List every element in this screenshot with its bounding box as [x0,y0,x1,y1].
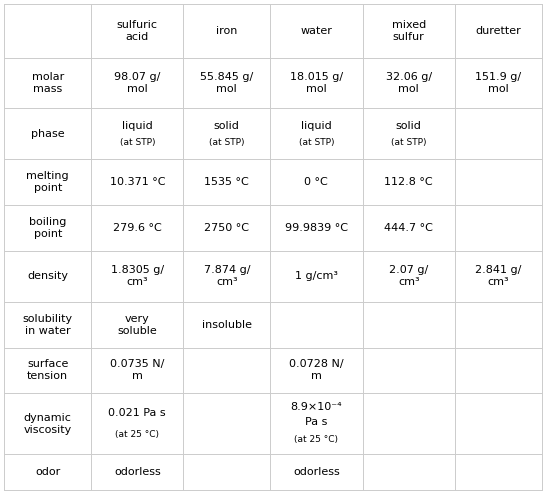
Text: surface
tension: surface tension [27,360,68,381]
Text: 2750 °C: 2750 °C [204,223,250,233]
Text: (at STP): (at STP) [391,138,426,147]
Text: Pa s: Pa s [305,417,328,427]
Text: liquid: liquid [122,121,153,131]
Text: 7.874 g/
cm³: 7.874 g/ cm³ [204,265,250,288]
Text: solubility
in water: solubility in water [23,314,73,335]
Text: 32.06 g/
mol: 32.06 g/ mol [385,72,432,94]
Text: 18.015 g/
mol: 18.015 g/ mol [290,72,343,94]
Text: solid: solid [214,121,240,131]
Text: (at STP): (at STP) [299,138,334,147]
Text: odorless: odorless [114,467,161,477]
Text: molar
mass: molar mass [32,72,64,94]
Text: 1 g/cm³: 1 g/cm³ [295,271,338,281]
Text: boiling
point: boiling point [29,217,67,239]
Text: 8.9×10⁻⁴: 8.9×10⁻⁴ [290,402,342,412]
Text: 1535 °C: 1535 °C [204,177,249,187]
Text: odorless: odorless [293,467,340,477]
Text: (at STP): (at STP) [120,138,155,147]
Text: water: water [300,26,333,36]
Text: insoluble: insoluble [202,320,252,329]
Text: 444.7 °C: 444.7 °C [384,223,433,233]
Text: (at 25 °C): (at 25 °C) [115,430,159,439]
Text: 0.0728 N/
m: 0.0728 N/ m [289,360,343,381]
Text: 10.371 °C: 10.371 °C [110,177,165,187]
Text: 55.845 g/
mol: 55.845 g/ mol [200,72,253,94]
Text: 2.07 g/
cm³: 2.07 g/ cm³ [389,265,429,288]
Text: very
soluble: very soluble [117,314,157,335]
Text: phase: phase [31,129,64,139]
Text: (at STP): (at STP) [209,138,245,147]
Text: iron: iron [216,26,238,36]
Text: 98.07 g/
mol: 98.07 g/ mol [114,72,161,94]
Text: sulfuric
acid: sulfuric acid [117,20,158,42]
Text: 0.0735 N/
m: 0.0735 N/ m [110,360,164,381]
Text: odor: odor [35,467,61,477]
Text: 151.9 g/
mol: 151.9 g/ mol [475,72,521,94]
Text: dynamic
viscosity: dynamic viscosity [23,412,72,435]
Text: density: density [27,271,68,281]
Text: mixed
sulfur: mixed sulfur [391,20,426,42]
Text: duretter: duretter [476,26,521,36]
Text: melting
point: melting point [26,171,69,193]
Text: 279.6 °C: 279.6 °C [113,223,162,233]
Text: solid: solid [396,121,422,131]
Text: liquid: liquid [301,121,332,131]
Text: 0 °C: 0 °C [305,177,328,187]
Text: 2.841 g/
cm³: 2.841 g/ cm³ [475,265,521,288]
Text: 112.8 °C: 112.8 °C [384,177,433,187]
Text: 99.9839 °C: 99.9839 °C [285,223,348,233]
Text: 1.8305 g/
cm³: 1.8305 g/ cm³ [111,265,164,288]
Text: (at 25 °C): (at 25 °C) [294,435,339,444]
Text: 0.021 Pa s: 0.021 Pa s [109,408,166,418]
